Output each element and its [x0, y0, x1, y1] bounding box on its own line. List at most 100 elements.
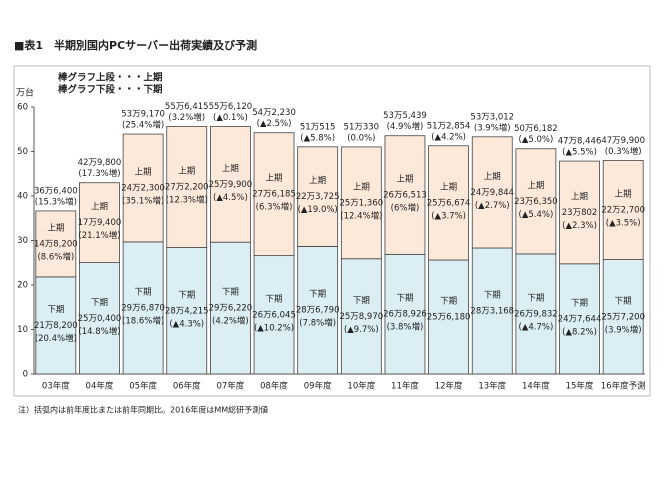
segment-name: 下期 [91, 298, 108, 308]
segment-name: 下期 [47, 305, 64, 315]
x-tick-label: 05年度 [129, 381, 157, 392]
bar-segment [559, 263, 600, 375]
total-label: 50万6,182 [514, 124, 558, 134]
growth-label: (▲2.7%) [475, 201, 510, 211]
bar-segment [253, 255, 295, 375]
total-label: 55万6,415 [165, 102, 209, 112]
segment-name: 上期 [222, 164, 239, 174]
y-unit: 万台 [16, 87, 34, 99]
growth-label: (▲19.0%) [298, 205, 338, 215]
bar-segment [79, 182, 120, 263]
bar-segment [602, 259, 644, 375]
segment-name: 下期 [440, 296, 457, 306]
bar-segment [340, 146, 382, 260]
total-growth-label: (▲5.8%) [300, 133, 335, 143]
growth-label: (▲10.2%) [254, 323, 294, 333]
data-label: 25万8,970 [339, 312, 383, 322]
growth-label: (▲5.4%) [519, 210, 554, 220]
y-tick-label: 60 [17, 103, 28, 113]
legend-line: 棒グラフ上段・・・上期 [58, 72, 163, 84]
data-label: 22万3,725 [296, 192, 340, 202]
legend-line: 棒グラフ下段・・・下期 [58, 84, 163, 96]
bar-segment [253, 132, 295, 257]
total-label: 54万2,230 [252, 108, 296, 118]
segment-name: 下期 [178, 290, 195, 300]
growth-label: (▲9.7%) [344, 325, 379, 335]
total-growth-label: (▲4.2%) [431, 132, 466, 142]
data-label: 21万8,200 [34, 321, 78, 331]
x-tick-label: 04年度 [86, 381, 114, 392]
data-label: 25万9,900 [209, 180, 253, 190]
data-label: 22万2,700 [601, 205, 645, 215]
total-label: 53万5,439 [383, 111, 427, 121]
total-growth-label: (3.9%増) [474, 122, 511, 133]
total-growth-label: (▲5.0%) [519, 135, 554, 145]
segment-name: 上期 [135, 167, 152, 177]
x-tick-label: 09年度 [304, 381, 332, 392]
x-tick-label: 13年度 [478, 381, 506, 392]
growth-label: (▲4.7%) [519, 322, 554, 332]
growth-label: (▲4.3%) [169, 319, 204, 329]
segment-name: 下期 [571, 298, 588, 308]
x-tick-label: 03年度 [42, 381, 70, 392]
bar-segment [166, 247, 208, 375]
total-label: 51万330 [344, 122, 380, 132]
segment-name: 上期 [353, 182, 370, 192]
x-tick-label: 16年度予測 [601, 381, 646, 392]
bar-segment [122, 133, 164, 243]
bar-segment [297, 146, 339, 247]
growth-label: (▲3.7%) [431, 211, 466, 221]
segment-name: 上期 [266, 174, 283, 184]
bar-segment [340, 258, 382, 375]
frame [13, 65, 651, 397]
growth-label: (▲3.5%) [606, 218, 641, 228]
total-growth-label: (0.0%) [347, 133, 375, 143]
data-label: 28万3,168 [470, 306, 514, 316]
segment-name: 上期 [615, 189, 632, 199]
data-label: 23万6,350 [514, 197, 558, 207]
data-label: 28万4,215 [165, 306, 209, 316]
growth-label: (6.3%増) [256, 202, 293, 213]
total-label: 55万6,120 [209, 102, 253, 112]
segment-name: 下期 [527, 293, 544, 303]
bar-segment [384, 135, 426, 255]
data-label: 29万6,220 [209, 304, 253, 314]
total-growth-label: (0.3%増) [605, 146, 642, 157]
x-tick-label: 12年度 [435, 381, 463, 392]
growth-label: (14.8%増) [78, 326, 120, 337]
segment-name: 上期 [91, 202, 108, 212]
data-label: 28万6,790 [296, 306, 340, 316]
segment-name: 下期 [309, 290, 326, 300]
total-label: 42万9,800 [78, 158, 122, 168]
note: 注）括弧内は前年度比または前年同期比。2016年度はMM総研予測値 [18, 405, 268, 415]
bar-segment [428, 145, 470, 261]
segment-name: 下期 [222, 288, 239, 298]
data-label: 24万7,644 [558, 314, 602, 324]
bar-segment [471, 247, 513, 375]
total-label: 51万515 [300, 122, 336, 132]
data-label: 24万9,844 [470, 188, 514, 198]
x-tick-label: 15年度 [566, 381, 594, 392]
growth-label: (4.2%増) [212, 316, 249, 327]
growth-label: (18.6%増) [122, 315, 164, 326]
segment-name: 上期 [47, 223, 64, 233]
growth-label: (▲8.2%) [562, 327, 597, 337]
segment-name: 上期 [484, 172, 501, 182]
segment-name: 下期 [266, 294, 283, 304]
data-label: 25万1,360 [339, 198, 383, 208]
growth-label: (3.9%増) [605, 324, 642, 335]
bar-segment [297, 245, 339, 375]
growth-label: (▲4.5%) [213, 193, 248, 203]
y-tick-label: 50 [17, 147, 28, 157]
total-growth-label: (15.3%増) [35, 196, 77, 207]
growth-label: (12.3%増) [166, 194, 208, 205]
bar-segment [471, 136, 513, 249]
x-tick-label: 10年度 [347, 381, 375, 392]
bar-segment [209, 126, 251, 243]
data-label: 14万8,200 [34, 239, 78, 249]
data-label: 26万8,926 [383, 310, 427, 320]
growth-label: (12.4%増) [340, 210, 382, 221]
y-tick-label: 10 [17, 325, 28, 335]
growth-label: (21.1%増) [78, 230, 120, 241]
